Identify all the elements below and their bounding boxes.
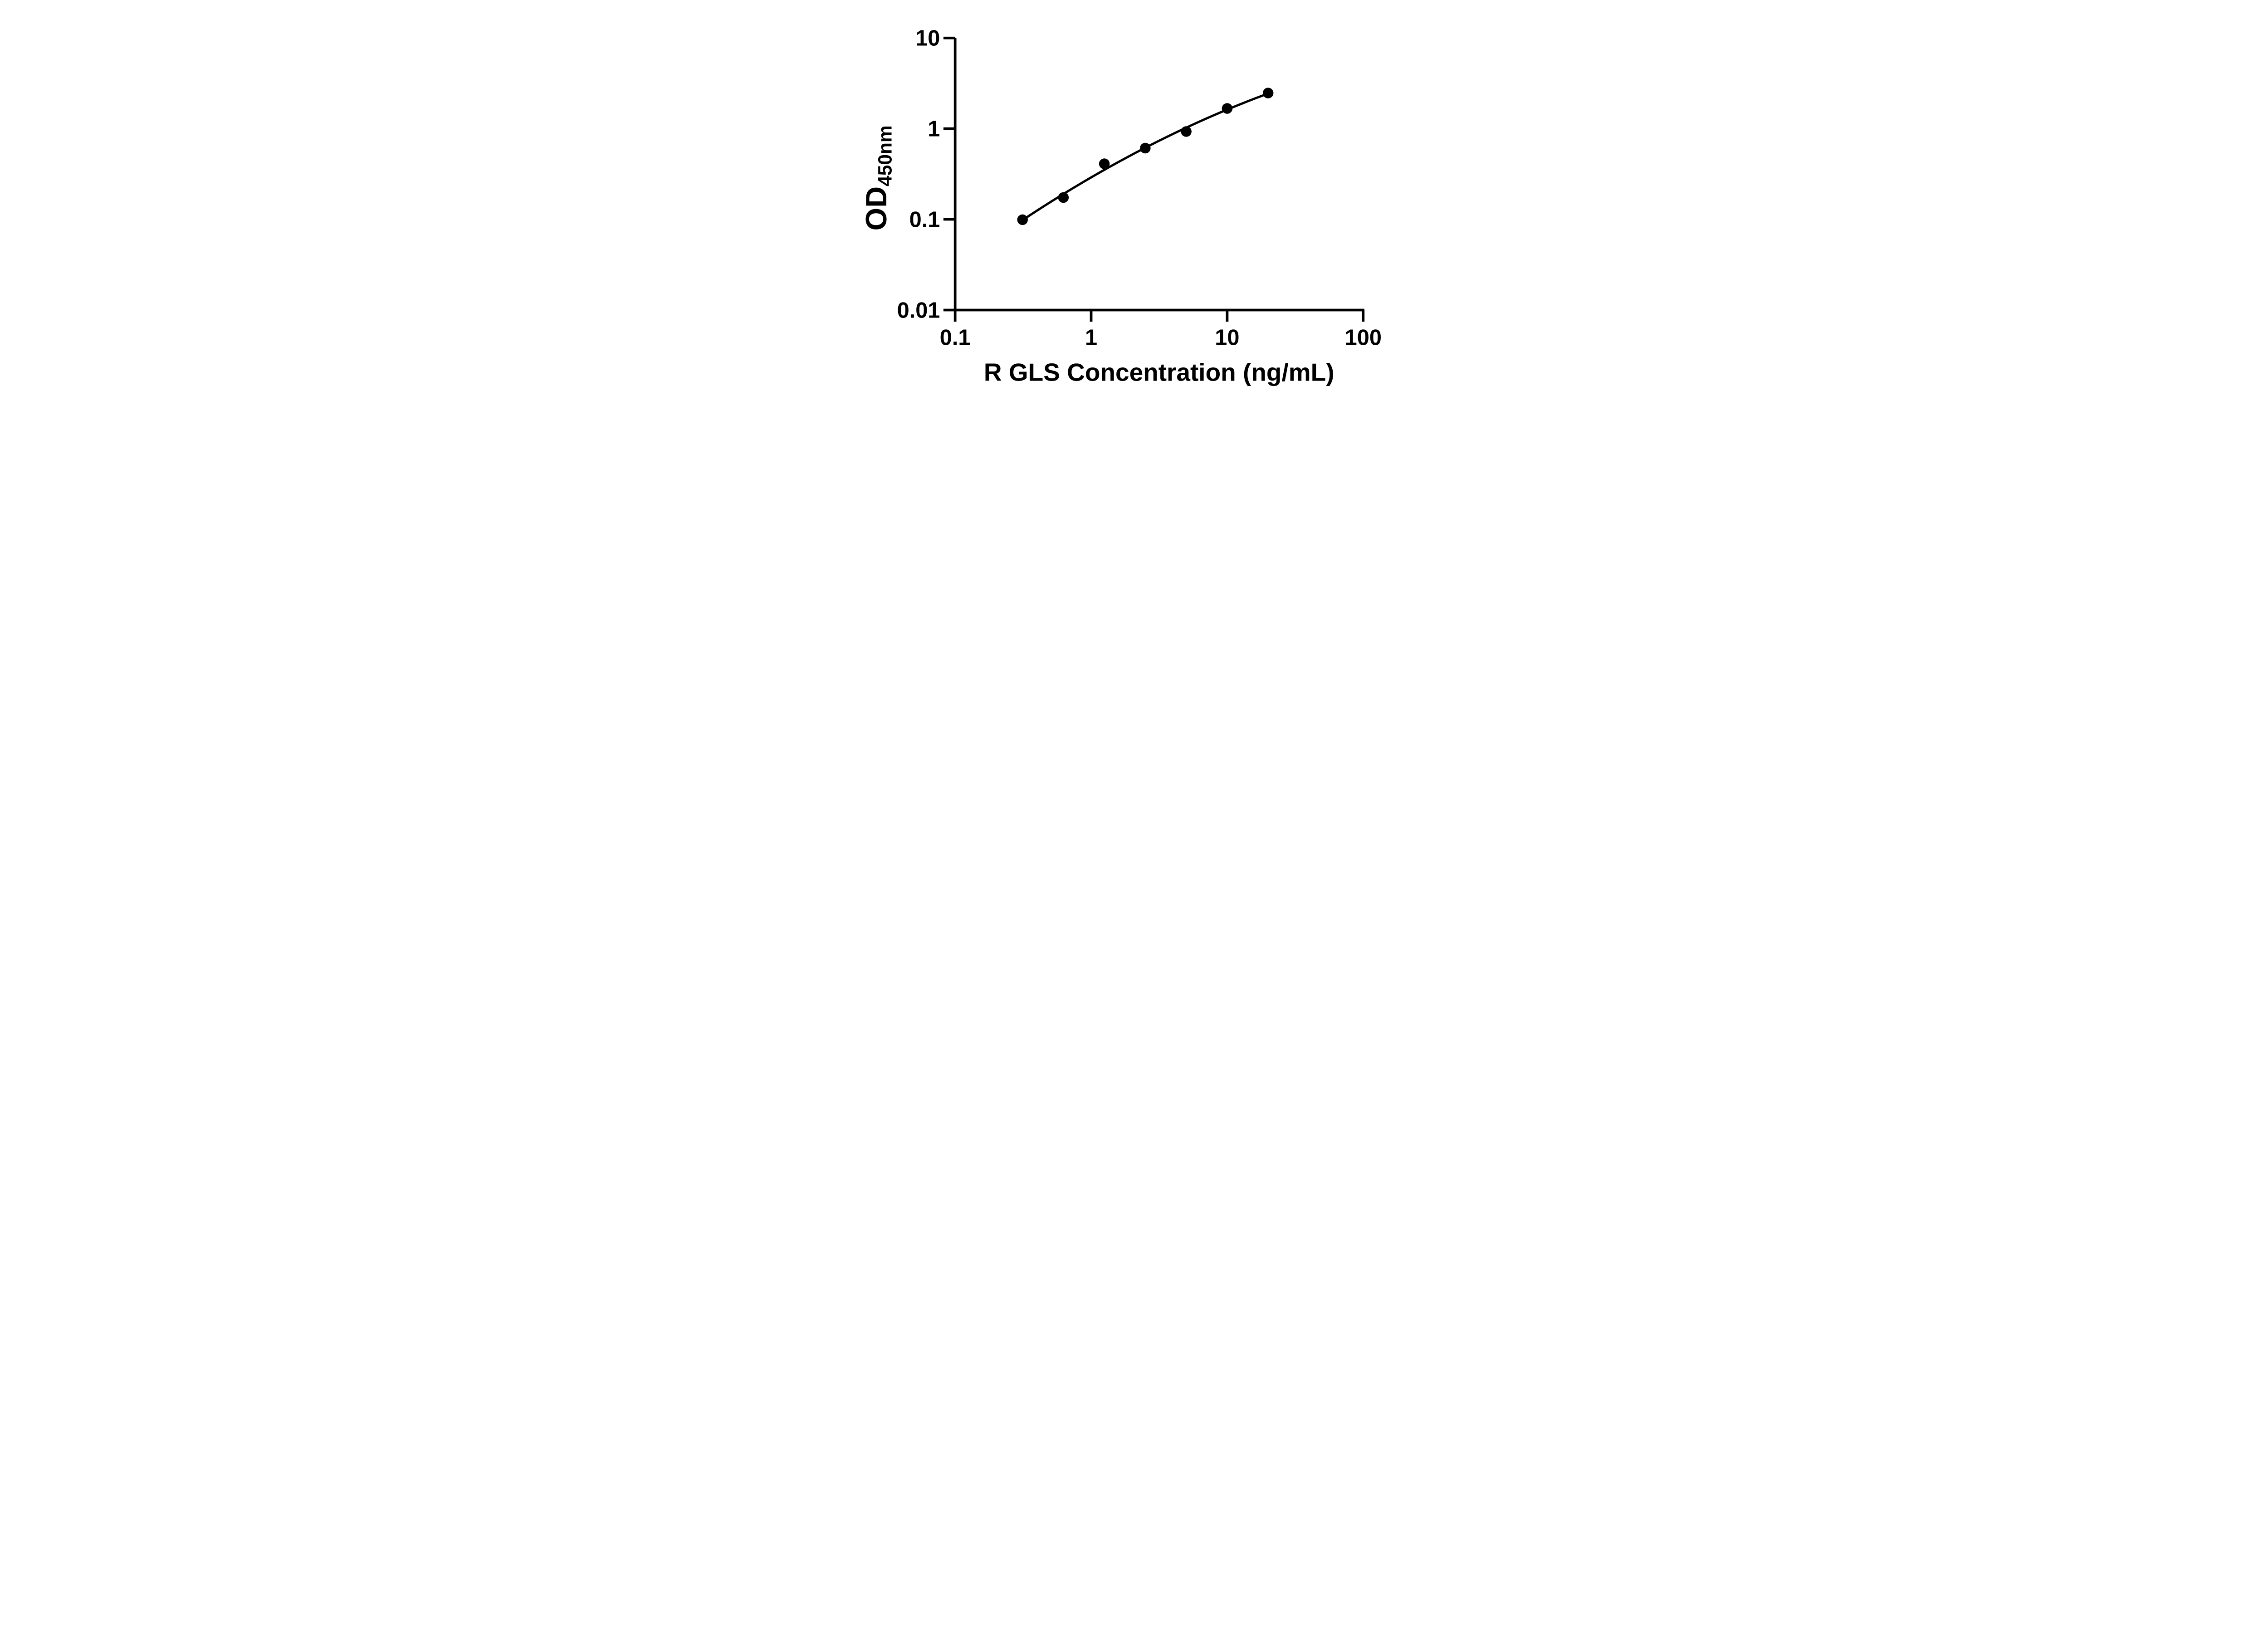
data-point <box>1017 214 1028 225</box>
fit-curve-line <box>1022 92 1269 221</box>
data-point <box>1180 126 1192 137</box>
x-tick-label-1: 1 <box>1085 325 1097 350</box>
x-axis-title: R GLS Concentration (ng/mL) <box>983 358 1334 386</box>
y-tick-label-0.1: 0.1 <box>909 208 940 232</box>
y-tick-label-1: 1 <box>928 117 940 142</box>
data-point <box>1222 103 1232 114</box>
x-tick-label-0.1: 0.1 <box>939 325 970 350</box>
data-point <box>1058 192 1069 203</box>
y-tick-label-0.01: 0.01 <box>897 298 940 323</box>
data-point <box>1139 142 1151 154</box>
data-series <box>1017 88 1273 225</box>
x-tick-label-100: 100 <box>1344 325 1381 350</box>
y-axis-title-subscript: 450nm <box>875 125 896 186</box>
data-point <box>1099 158 1110 169</box>
x-tick-label-10: 10 <box>1215 325 1239 350</box>
y-tick-label-10: 10 <box>915 26 940 51</box>
axes <box>953 38 1364 312</box>
y-axis-title: OD450nm <box>860 125 896 230</box>
tick-marks <box>943 36 1364 322</box>
y-axis-title-main: OD <box>860 186 893 230</box>
data-point <box>1262 88 1273 98</box>
elisa-standard-curve-figure: 10 1 0.1 0.01 0.1 1 10 100 OD450nm R GLS Concen… <box>842 0 1426 408</box>
